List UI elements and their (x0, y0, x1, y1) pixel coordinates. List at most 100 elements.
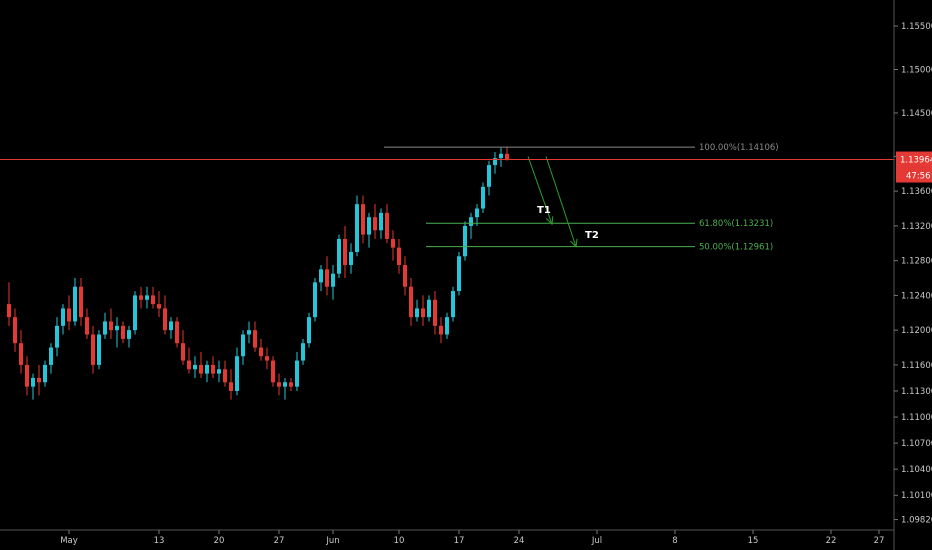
candle-body (343, 238, 347, 265)
candle-body (289, 382, 293, 387)
candle-body (67, 308, 71, 322)
price-tick-label: 1.10700 (901, 439, 932, 449)
price-tick-label: 1.15000 (901, 66, 932, 76)
candle-body (373, 217, 377, 231)
candle-body (295, 360, 299, 387)
time-tick-label: 27 (274, 536, 285, 546)
target-arrows: T1 T2 (527, 156, 599, 248)
candle-body (379, 212, 383, 231)
candle-body (55, 325, 59, 348)
candle-body (223, 369, 227, 383)
fib-levels: 100.00%(1.14106) 61.80%(1.13231) 50.00%(1.… (384, 143, 779, 253)
current-price-badge (896, 151, 932, 168)
candle-body (253, 330, 257, 348)
candle-body (259, 347, 263, 357)
candle-body (409, 286, 413, 318)
candle-body (277, 382, 281, 387)
time-tick-label: 20 (214, 536, 225, 546)
target-arrowhead (570, 238, 578, 248)
candle-body (145, 295, 149, 300)
candle-body (43, 364, 47, 383)
price-tick-label: 1.11300 (901, 387, 932, 397)
time-tick-label: Jun (325, 536, 339, 546)
candle-body (211, 364, 215, 374)
candle-body (97, 334, 101, 365)
candle-body (247, 330, 251, 335)
candle-body (121, 325, 125, 339)
price-tick-label: 1.12400 (901, 291, 932, 301)
candle-body (463, 225, 467, 257)
candle-body (151, 295, 155, 305)
candle-body (25, 364, 29, 387)
time-tick-label: 17 (454, 536, 465, 546)
candle-body (307, 317, 311, 344)
candle-body (313, 282, 317, 318)
candle-body (187, 360, 191, 370)
candle-body (439, 325, 443, 335)
price-tick-label: 1.14500 (901, 109, 932, 119)
target-arrowhead (545, 216, 554, 226)
candle-body (499, 153, 503, 159)
candle-body (169, 321, 173, 331)
candle-body (235, 356, 239, 391)
time-axis[interactable]: May 13 20 27 Jun 10 17 24 Jul 8 15 22 27 (60, 530, 884, 546)
candle-body (493, 158, 497, 166)
candle-body (451, 291, 455, 318)
candle-body (109, 321, 113, 331)
candle-body (427, 299, 431, 318)
price-tick-label: 1.10100 (901, 491, 932, 501)
target-arrow-line (527, 156, 553, 225)
candle-body (181, 343, 185, 361)
candle-body (115, 325, 119, 331)
candle-body (433, 299, 437, 326)
candle-body (205, 364, 209, 374)
candle-body (265, 356, 269, 361)
candle-body (415, 308, 419, 318)
candle-body (481, 186, 485, 209)
candle-body (403, 265, 407, 287)
candle-body (475, 208, 479, 218)
time-tick-label: 8 (672, 536, 677, 546)
candle-body (127, 330, 131, 339)
candle-body (271, 360, 275, 383)
time-tick-label: 13 (154, 536, 165, 546)
candle-body (469, 217, 473, 226)
price-tick-label: 1.12000 (901, 326, 932, 336)
fib-label: 61.80%(1.13231) (699, 219, 773, 229)
price-axis[interactable]: 1.155001.150001.145001.140001.136001.132… (894, 22, 932, 526)
candle-body (139, 295, 143, 300)
candle-body (79, 286, 83, 318)
time-tick-label: Jul (591, 536, 602, 546)
candle-body (49, 347, 53, 365)
price-tick-label: 1.13200 (901, 222, 932, 232)
price-badges: 1.13964 47:56 (896, 151, 932, 183)
target-label: T1 (537, 205, 551, 216)
candle-body (421, 308, 425, 318)
candle-body (397, 247, 401, 265)
candle-body (355, 204, 359, 252)
fib-label: 100.00%(1.14106) (699, 143, 779, 153)
candle-body (325, 269, 329, 287)
candle-body (217, 369, 221, 374)
candle-body (73, 286, 77, 322)
candle-body (229, 382, 233, 391)
candle-body (283, 382, 287, 387)
candle-body (445, 317, 449, 335)
candle-body (157, 304, 161, 309)
candle-body (487, 165, 491, 187)
candle-body (85, 317, 89, 335)
candle-body (163, 308, 167, 331)
candle-body (193, 364, 197, 370)
fib-label: 50.00%(1.12961) (699, 243, 773, 253)
time-tick-label: 22 (826, 536, 837, 546)
price-tick-label: 1.12800 (901, 257, 932, 267)
price-tick-label: 1.10400 (901, 465, 932, 475)
price-tick-label: 1.09820 (901, 516, 932, 526)
candle-body (13, 317, 17, 344)
time-tick-label: 24 (514, 536, 525, 546)
candle-body (349, 251, 353, 265)
time-tick-label: May (60, 536, 78, 546)
candles-layer (7, 146, 509, 400)
